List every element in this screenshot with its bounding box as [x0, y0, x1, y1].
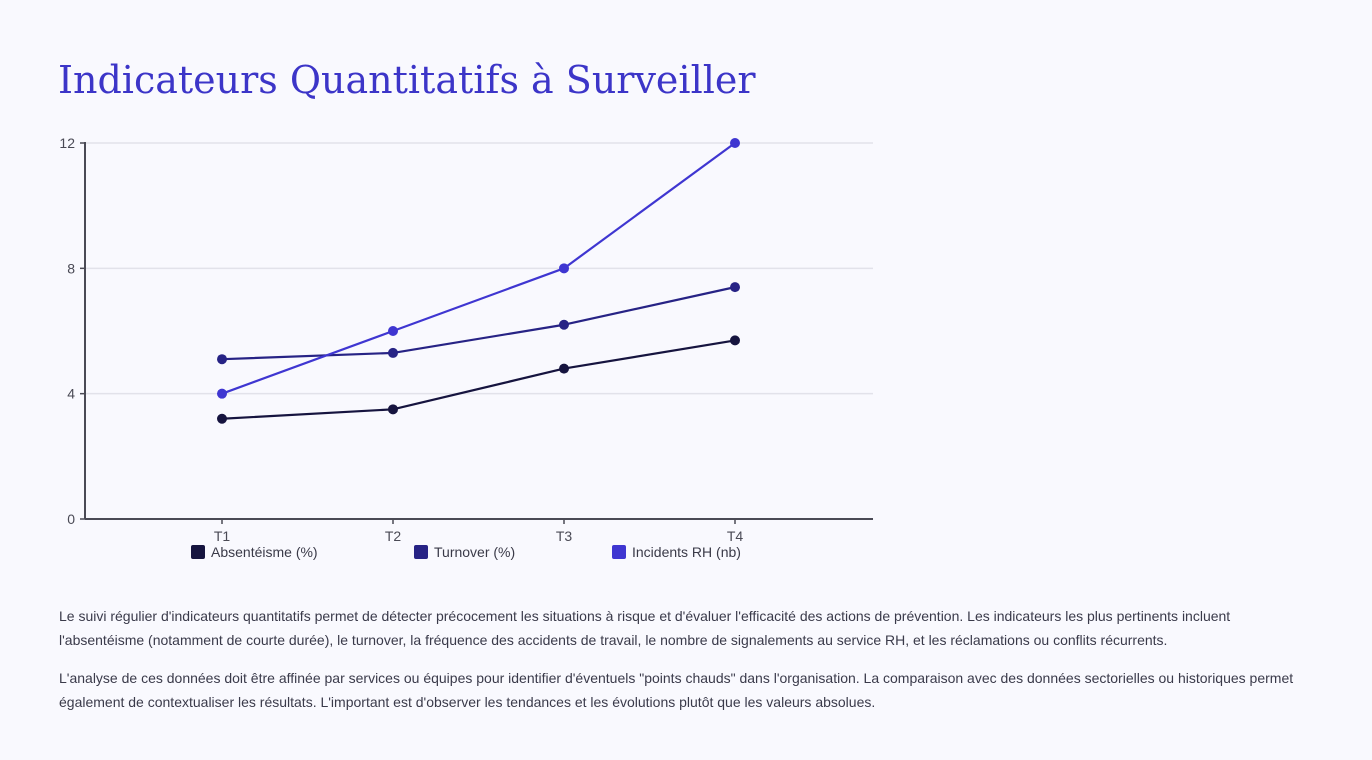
paragraph-1: Le suivi régulier d'indicateurs quantita… [59, 608, 1231, 648]
legend-label: Turnover (%) [434, 544, 515, 560]
data-point[interactable] [388, 404, 398, 415]
page-title: Indicateurs Quantitatifs à Surveiller [58, 58, 756, 102]
data-point[interactable] [559, 319, 569, 330]
legend-swatch [414, 545, 428, 559]
series-line-3 [221, 142, 736, 395]
description-text: Le suivi régulier d'indicateurs quantita… [59, 604, 1319, 728]
series-line-2 [221, 286, 736, 361]
data-point[interactable] [217, 413, 227, 424]
data-point[interactable] [217, 354, 227, 365]
data-point[interactable] [388, 326, 398, 336]
chart-axes: 0 4 8 12 T1 T2 T3 T4 [59, 135, 873, 544]
x-tick-label: T2 [385, 528, 402, 544]
data-point[interactable] [388, 347, 398, 358]
y-tick-label: 4 [67, 386, 75, 402]
y-tick-label: 12 [59, 135, 75, 151]
data-point[interactable] [559, 263, 569, 274]
data-point[interactable] [559, 363, 569, 374]
legend-swatch [612, 545, 626, 559]
y-tick-label: 8 [67, 260, 75, 276]
line-chart: 0 4 8 12 T1 T2 T3 T4 Absentéisme (%) Turnover (%… [59, 135, 873, 560]
data-point[interactable] [730, 138, 740, 148]
y-tick-label: 0 [67, 511, 75, 527]
x-tick-label: T4 [727, 528, 744, 544]
paragraph-2: L'analyse de ces données doit être affin… [59, 670, 1294, 710]
chart-legend: Absentéisme (%) Turnover (%) Incidents RH … [191, 544, 741, 560]
legend-label: Absentéisme (%) [211, 544, 318, 560]
data-point[interactable] [730, 282, 740, 293]
grid-lines [85, 142, 873, 395]
legend-label: Incidents RH (nb) [632, 544, 741, 560]
chart-series [217, 138, 740, 424]
series-line-1 [221, 339, 736, 420]
data-point[interactable] [217, 388, 227, 399]
legend-swatch [191, 545, 205, 559]
x-tick-label: T3 [556, 528, 573, 544]
data-point[interactable] [730, 335, 740, 346]
x-tick-label: T1 [214, 528, 231, 544]
